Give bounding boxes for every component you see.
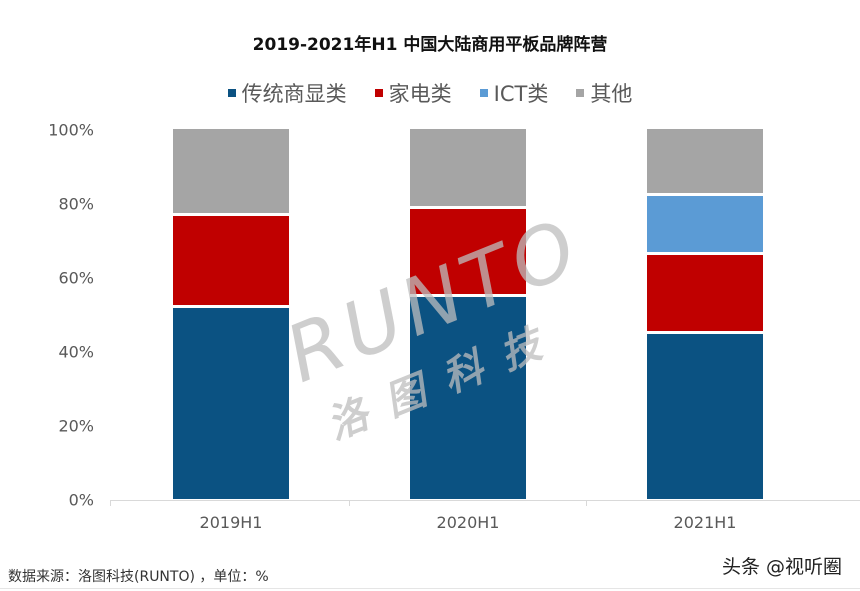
x-axis-line <box>110 500 860 501</box>
legend-swatch-icon <box>227 89 236 97</box>
legend: 传统商显类 家电类 ICT类 其他 <box>0 78 860 108</box>
legend-label: ICT类 <box>493 82 549 106</box>
y-tick-label: 20% <box>58 416 94 436</box>
legend-swatch-icon <box>374 89 383 97</box>
bar-segment <box>647 254 763 335</box>
legend-item-traditional: 传统商显类 <box>227 78 347 108</box>
y-tick-label: 60% <box>58 268 94 288</box>
chart-title: 2019-2021年H1 中国大陆商用平板品牌阵营 <box>252 35 608 55</box>
x-axis-tick <box>586 500 587 506</box>
y-tick-label: 80% <box>58 194 94 214</box>
bar-segment <box>410 297 526 499</box>
y-tick-label: 100% <box>48 120 94 140</box>
legend-swatch-icon <box>576 89 585 97</box>
bar-segment <box>410 129 526 209</box>
legend-item-appliance: 家电类 <box>374 78 452 108</box>
legend-swatch-icon <box>479 89 488 97</box>
bar-segment <box>173 308 289 499</box>
bar-2020H1 <box>410 129 526 499</box>
x-tick-label: 2020H1 <box>436 513 500 532</box>
legend-item-other: 其他 <box>576 78 632 108</box>
bar-segment <box>410 208 526 298</box>
credit-watermark: 头条 @视听圈 <box>721 556 842 578</box>
bar-segment <box>173 129 289 216</box>
divider <box>0 588 860 589</box>
legend-label: 其他 <box>590 82 633 106</box>
x-tick-label: 2019H1 <box>199 513 263 532</box>
x-tick-label: 2021H1 <box>673 513 737 532</box>
bar-2021H1 <box>647 129 763 499</box>
y-tick-label: 0% <box>68 490 94 510</box>
bar-segment <box>647 129 763 196</box>
legend-label: 家电类 <box>388 82 452 106</box>
bar-segment <box>647 195 763 255</box>
bar-segment <box>647 334 763 499</box>
legend-label: 传统商显类 <box>241 82 347 106</box>
data-source-note: 数据来源：洛图科技(RUNTO) ，单位：% <box>8 569 269 585</box>
y-tick-label: 40% <box>58 342 94 362</box>
legend-item-ict: ICT类 <box>479 78 549 108</box>
bar-segment <box>173 215 289 309</box>
bar-2019H1 <box>173 129 289 499</box>
x-axis-tick <box>349 500 350 506</box>
x-axis-tick <box>110 500 111 506</box>
